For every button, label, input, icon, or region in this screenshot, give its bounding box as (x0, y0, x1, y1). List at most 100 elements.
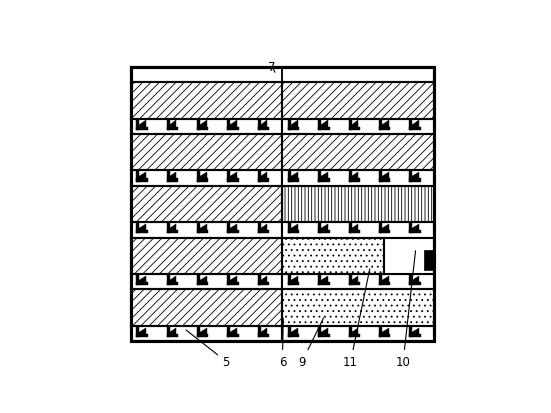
Bar (197, 223, 200, 234)
Polygon shape (379, 224, 388, 230)
Bar (131, 186, 282, 223)
Polygon shape (227, 121, 237, 127)
Bar (257, 274, 261, 285)
Polygon shape (349, 224, 358, 230)
Bar (282, 119, 434, 135)
Polygon shape (409, 173, 419, 179)
Text: 10: 10 (396, 251, 415, 368)
Polygon shape (257, 276, 267, 282)
Bar (409, 282, 421, 285)
Bar (379, 171, 382, 182)
Bar (166, 282, 178, 285)
Bar (227, 127, 239, 131)
Polygon shape (318, 276, 328, 282)
Polygon shape (227, 224, 237, 230)
Bar (227, 119, 230, 131)
Polygon shape (227, 276, 237, 282)
Bar (318, 127, 329, 131)
Polygon shape (197, 276, 207, 282)
Polygon shape (166, 173, 176, 179)
Bar (227, 282, 239, 285)
Bar (409, 230, 421, 234)
Bar (409, 171, 412, 182)
Polygon shape (136, 328, 146, 334)
Bar (197, 326, 200, 337)
Polygon shape (257, 328, 267, 334)
Polygon shape (349, 173, 358, 179)
Polygon shape (379, 173, 388, 179)
Bar (282, 290, 434, 326)
Text: 6: 6 (279, 318, 286, 368)
Bar (379, 119, 382, 131)
Bar (349, 274, 352, 285)
Bar (197, 179, 208, 182)
Bar (166, 119, 170, 131)
Polygon shape (136, 173, 146, 179)
Polygon shape (379, 328, 388, 334)
Polygon shape (409, 121, 419, 127)
Bar (257, 119, 261, 131)
Polygon shape (197, 173, 207, 179)
Bar (282, 135, 434, 171)
Bar (136, 274, 139, 285)
Bar (379, 179, 390, 182)
Polygon shape (227, 173, 237, 179)
Bar (136, 223, 139, 234)
Bar (197, 230, 208, 234)
Bar (282, 186, 434, 223)
Bar (379, 223, 382, 234)
Polygon shape (379, 276, 388, 282)
Bar (136, 282, 148, 285)
Polygon shape (257, 121, 267, 127)
Bar (131, 119, 282, 135)
Bar (136, 119, 139, 131)
Bar (227, 230, 239, 234)
Bar (409, 223, 412, 234)
Bar (166, 326, 170, 337)
Bar (318, 119, 321, 131)
Bar (257, 282, 269, 285)
Bar (131, 223, 282, 238)
Polygon shape (197, 224, 207, 230)
Bar (257, 127, 269, 131)
Text: 5: 5 (186, 330, 230, 368)
Text: 9: 9 (298, 318, 323, 368)
Polygon shape (288, 173, 298, 179)
Bar (166, 223, 170, 234)
Bar (379, 274, 382, 285)
Bar (131, 171, 282, 186)
Bar (131, 83, 282, 119)
Polygon shape (136, 121, 146, 127)
Bar (197, 171, 200, 182)
Bar (197, 127, 208, 131)
Polygon shape (136, 224, 146, 230)
Bar (282, 290, 434, 326)
Bar (131, 290, 282, 326)
Bar (288, 282, 299, 285)
Bar (166, 334, 178, 337)
Bar (227, 274, 230, 285)
Bar (131, 135, 282, 171)
Polygon shape (288, 328, 298, 334)
Bar (282, 238, 384, 274)
Bar (131, 135, 282, 171)
Bar (409, 334, 421, 337)
Bar (379, 326, 382, 337)
Bar (349, 223, 352, 234)
Bar (349, 326, 352, 337)
Polygon shape (288, 224, 298, 230)
Polygon shape (349, 276, 358, 282)
Bar (288, 326, 291, 337)
Bar (288, 274, 291, 285)
Bar (349, 171, 352, 182)
Bar (136, 127, 148, 131)
Polygon shape (166, 328, 176, 334)
Bar (166, 179, 178, 182)
Bar (131, 68, 434, 83)
Bar (131, 274, 282, 290)
Bar (136, 334, 148, 337)
Polygon shape (288, 121, 298, 127)
Polygon shape (257, 224, 267, 230)
Bar (197, 119, 200, 131)
Bar (318, 326, 321, 337)
